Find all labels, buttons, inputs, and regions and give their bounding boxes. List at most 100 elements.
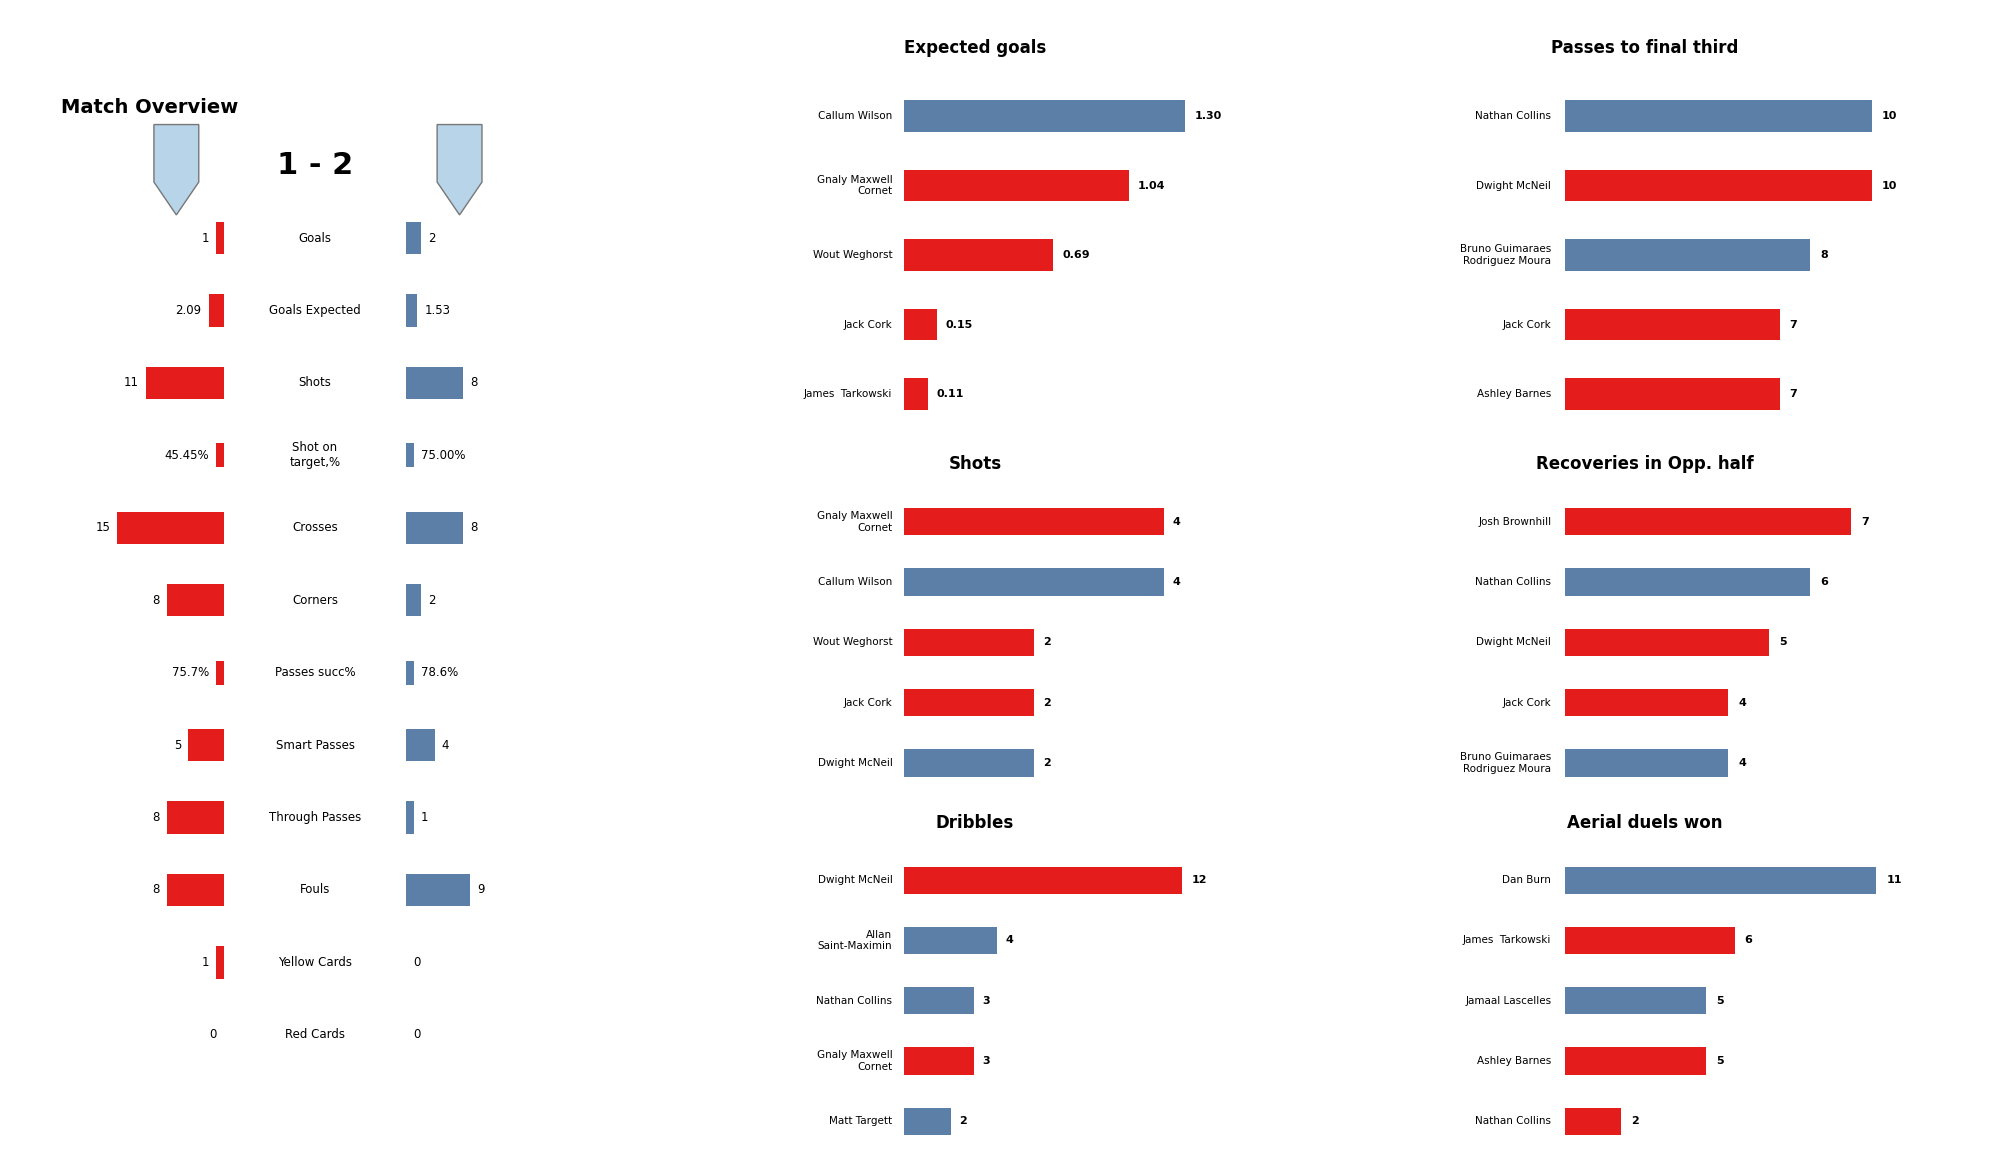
Text: Gnaly Maxwell
Cornet: Gnaly Maxwell Cornet — [816, 1050, 892, 1072]
Text: Aerial duels won: Aerial duels won — [1568, 813, 1722, 832]
Text: Wout Weghorst: Wout Weghorst — [812, 250, 892, 260]
Text: Nathan Collins: Nathan Collins — [1476, 1116, 1552, 1127]
Bar — [166, 874, 224, 906]
Text: Red Cards: Red Cards — [286, 1028, 346, 1041]
Text: Through Passes: Through Passes — [268, 811, 362, 824]
Bar — [904, 569, 1164, 596]
Text: 4: 4 — [1172, 577, 1180, 588]
Text: 8: 8 — [152, 811, 160, 824]
Text: 75.00%: 75.00% — [420, 449, 466, 462]
Text: Jack Cork: Jack Cork — [844, 698, 892, 707]
Text: Josh Brownhill: Josh Brownhill — [1478, 517, 1552, 526]
Bar — [904, 508, 1164, 536]
Text: Nathan Collins: Nathan Collins — [1476, 577, 1552, 588]
Bar — [406, 874, 470, 906]
Bar — [406, 584, 420, 617]
Text: 11: 11 — [1886, 875, 1902, 885]
Text: 8: 8 — [1820, 250, 1828, 260]
Text: 6: 6 — [1744, 935, 1752, 946]
Text: 45.45%: 45.45% — [164, 449, 210, 462]
Text: 4: 4 — [442, 739, 450, 752]
Bar — [166, 584, 224, 617]
Text: James  Tarkowski: James Tarkowski — [1462, 935, 1552, 946]
Bar — [146, 367, 224, 400]
Bar — [904, 309, 936, 341]
Text: Allan
Saint-Maximin: Allan Saint-Maximin — [818, 929, 892, 952]
Text: Callum Wilson: Callum Wilson — [818, 577, 892, 588]
Text: 1.04: 1.04 — [1138, 181, 1166, 190]
Bar — [406, 222, 420, 254]
Bar — [406, 294, 418, 327]
Bar — [904, 100, 1186, 132]
Text: 0.69: 0.69 — [1062, 250, 1090, 260]
Text: 0: 0 — [414, 1028, 420, 1041]
Bar — [904, 689, 1034, 717]
Text: Shot on
target,%: Shot on target,% — [290, 442, 340, 469]
Text: Dribbles: Dribbles — [936, 813, 1014, 832]
Text: Wout Weghorst: Wout Weghorst — [812, 637, 892, 647]
Text: 4: 4 — [1738, 758, 1746, 768]
Text: 4: 4 — [1172, 517, 1180, 526]
Text: 5: 5 — [1780, 637, 1786, 647]
Text: 0.15: 0.15 — [946, 320, 972, 330]
Bar — [1564, 927, 1734, 954]
Bar — [1564, 100, 1872, 132]
Text: Nathan Collins: Nathan Collins — [1476, 112, 1552, 121]
Text: 15: 15 — [96, 522, 110, 535]
Bar — [406, 367, 464, 400]
Text: Goals: Goals — [298, 231, 332, 244]
Text: Dwight McNeil: Dwight McNeil — [818, 875, 892, 885]
Text: 12: 12 — [1192, 875, 1206, 885]
Text: Passes to final third: Passes to final third — [1552, 39, 1738, 58]
Text: 5: 5 — [1716, 1056, 1724, 1066]
Text: 4: 4 — [1006, 935, 1014, 946]
Text: Gnaly Maxwell
Cornet: Gnaly Maxwell Cornet — [816, 175, 892, 196]
Bar — [166, 801, 224, 834]
Bar — [904, 987, 974, 1014]
Text: 1: 1 — [420, 811, 428, 824]
Text: Dan Burn: Dan Burn — [1502, 875, 1552, 885]
Bar — [904, 629, 1034, 656]
Text: 4: 4 — [1738, 698, 1746, 707]
Text: 5: 5 — [1716, 995, 1724, 1006]
Text: 78.6%: 78.6% — [420, 666, 458, 679]
Text: James  Tarkowski: James Tarkowski — [804, 389, 892, 400]
Text: Smart Passes: Smart Passes — [276, 739, 354, 752]
Text: 2: 2 — [960, 1116, 968, 1127]
Bar — [216, 222, 224, 254]
Text: 2: 2 — [1632, 1116, 1640, 1127]
Bar — [904, 750, 1034, 777]
Bar — [1564, 240, 1810, 270]
Text: Fouls: Fouls — [300, 884, 330, 897]
Bar — [406, 443, 414, 468]
Polygon shape — [154, 125, 198, 215]
Text: Crosses: Crosses — [292, 522, 338, 535]
Bar — [1564, 866, 1876, 894]
Text: 10: 10 — [1882, 181, 1898, 190]
Text: 7: 7 — [1790, 320, 1798, 330]
Bar — [1564, 1108, 1622, 1135]
Bar — [406, 511, 464, 544]
Text: Bruno Guimaraes
Rodriguez Moura: Bruno Guimaraes Rodriguez Moura — [1460, 752, 1552, 774]
Text: Jamaal Lascelles: Jamaal Lascelles — [1466, 995, 1552, 1006]
Text: 9: 9 — [478, 884, 484, 897]
Bar — [118, 511, 224, 544]
Bar — [1564, 170, 1872, 201]
Text: 10: 10 — [1882, 112, 1898, 121]
Text: 1.30: 1.30 — [1194, 112, 1222, 121]
Bar — [406, 801, 414, 834]
Bar — [904, 1047, 974, 1075]
Text: 3: 3 — [982, 1056, 990, 1066]
Text: Match Overview: Match Overview — [62, 98, 238, 116]
Text: 8: 8 — [470, 376, 478, 389]
Text: 1.53: 1.53 — [424, 304, 450, 317]
Text: Corners: Corners — [292, 593, 338, 606]
Text: 0.11: 0.11 — [936, 389, 964, 400]
Text: Jack Cork: Jack Cork — [1502, 698, 1552, 707]
Text: Recoveries in Opp. half: Recoveries in Opp. half — [1536, 455, 1754, 474]
Bar — [1564, 1047, 1706, 1075]
Text: 3: 3 — [982, 995, 990, 1006]
Bar — [406, 728, 434, 761]
Text: Yellow Cards: Yellow Cards — [278, 955, 352, 969]
Polygon shape — [438, 125, 482, 215]
